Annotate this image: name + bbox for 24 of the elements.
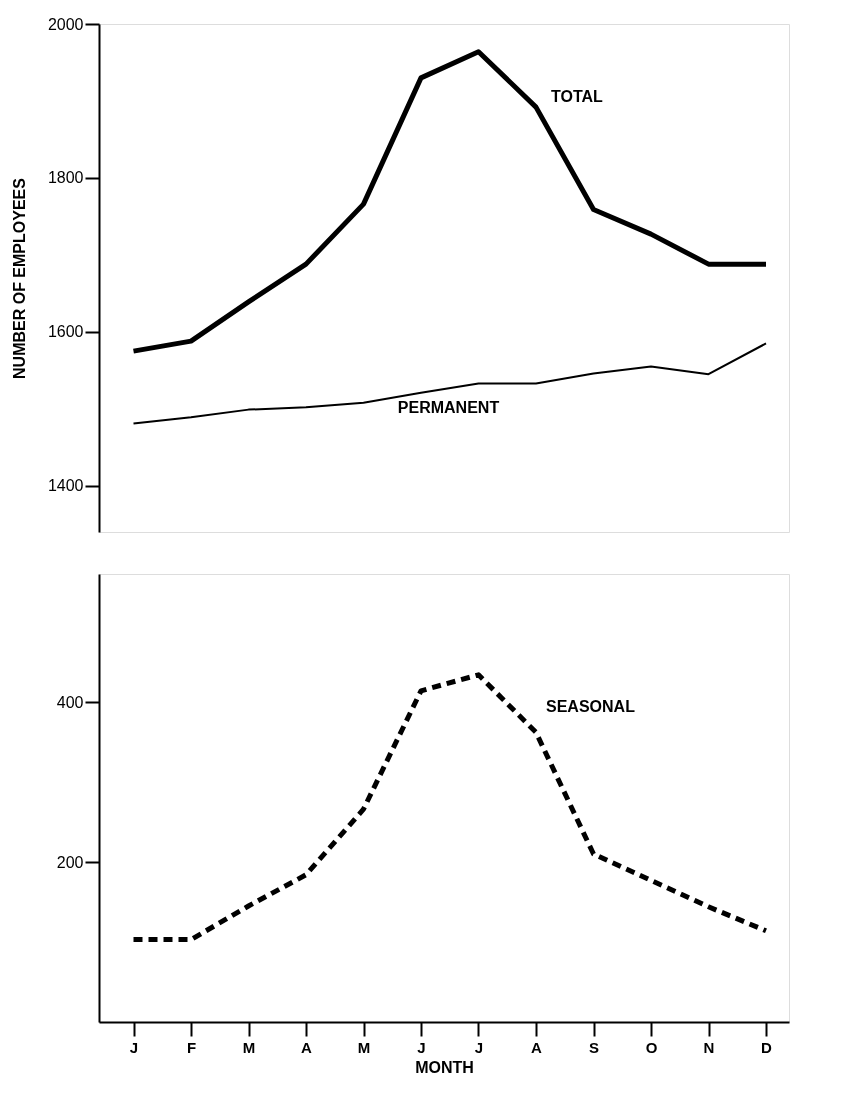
y-tick-label: 1400 (47, 477, 84, 495)
y-tick-label: 400 (56, 693, 84, 711)
line-series (132, 342, 767, 425)
x-tick-label: J (474, 1038, 484, 1056)
y-tick-label: 200 (56, 853, 84, 871)
x-tick-label: M (357, 1038, 371, 1056)
x-tick-label: S (588, 1038, 600, 1056)
x-tick-label: O (645, 1038, 658, 1056)
series-label: TOTAL (551, 88, 604, 106)
x-tick-label: F (186, 1038, 197, 1056)
x-tick-label: A (301, 1038, 313, 1056)
y-tick-label: 2000 (47, 15, 84, 33)
y-axis-title: NUMBER OF EMPLOYEES (10, 177, 28, 379)
y-tick-label: 1600 (47, 323, 84, 341)
x-tick-label: D (761, 1038, 773, 1056)
y-tick-label: 1800 (47, 169, 84, 187)
x-tick-label: J (417, 1038, 426, 1056)
x-tick-label: J (129, 1038, 139, 1056)
series-label: SEASONAL (546, 698, 636, 716)
x-axis-title: MONTH (415, 1058, 474, 1076)
x-tick-label: A (531, 1038, 543, 1056)
series-label: PERMANENT (397, 399, 500, 417)
x-tick-label: M (242, 1038, 256, 1056)
x-tick-label: N (703, 1038, 715, 1056)
